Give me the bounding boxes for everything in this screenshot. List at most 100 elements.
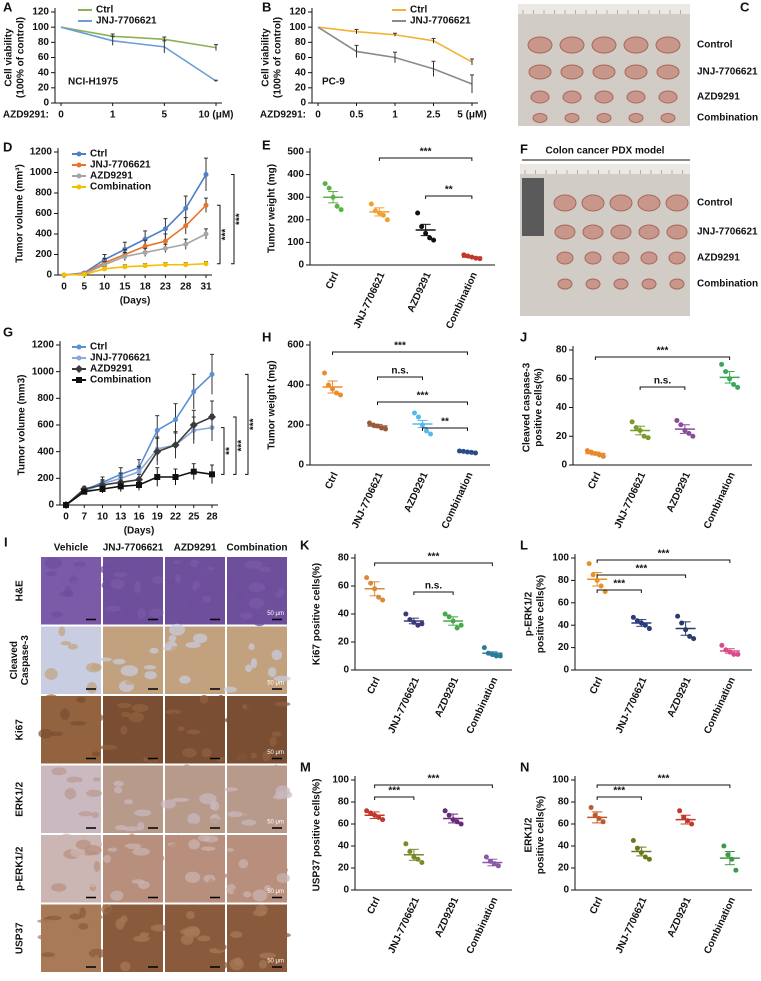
data-point bbox=[415, 856, 421, 862]
series-line bbox=[60, 26, 217, 49]
photo-label: JNJ-7706621 bbox=[697, 227, 758, 238]
y-axis-label: positive cells(%) bbox=[536, 796, 547, 874]
y-axis-label: positive cells(%) bbox=[536, 575, 547, 653]
x-tick-label: Combination bbox=[702, 676, 738, 736]
tumor bbox=[553, 194, 577, 212]
tissue bbox=[44, 781, 59, 792]
tissue bbox=[56, 845, 64, 856]
x-tick-label: 5 bbox=[162, 110, 168, 121]
data-point bbox=[679, 620, 685, 626]
data-point bbox=[326, 185, 332, 191]
y-tick-label: 20 bbox=[338, 863, 350, 874]
data-point bbox=[407, 849, 413, 854]
significance: *** bbox=[417, 391, 429, 402]
tissue bbox=[167, 578, 176, 586]
y-tick-label: 20 bbox=[38, 82, 50, 93]
tumor bbox=[655, 36, 681, 54]
tissue bbox=[257, 841, 267, 851]
tissue bbox=[110, 579, 125, 590]
data-point bbox=[588, 805, 594, 810]
tissue bbox=[69, 580, 85, 590]
tissue bbox=[60, 641, 72, 646]
tissue bbox=[90, 663, 101, 671]
tissue bbox=[179, 675, 191, 684]
y-tick-label: 20 bbox=[338, 637, 350, 648]
x-tick-label: 25 bbox=[188, 512, 200, 523]
tumor bbox=[562, 90, 582, 104]
x-tick-label: Ctrl bbox=[365, 896, 382, 916]
panel-letter: D bbox=[3, 139, 12, 154]
tissue bbox=[267, 667, 277, 678]
marker bbox=[81, 271, 87, 277]
tissue bbox=[120, 915, 128, 924]
tumor bbox=[612, 251, 630, 265]
tissue bbox=[252, 889, 268, 902]
marker bbox=[203, 261, 209, 267]
marker bbox=[209, 471, 215, 478]
tissue bbox=[49, 731, 63, 737]
x-tick-label: 0 bbox=[63, 512, 69, 523]
tissue bbox=[202, 868, 220, 875]
panel-letter: G bbox=[3, 324, 13, 339]
tissue bbox=[78, 811, 93, 817]
x-tick-label: 0 bbox=[315, 110, 321, 121]
data-point bbox=[645, 435, 651, 441]
tissue bbox=[184, 871, 201, 884]
row-label: p-ERK1/2 bbox=[15, 846, 26, 891]
tissue bbox=[168, 781, 183, 787]
tissue bbox=[93, 954, 100, 966]
panel-letter: E bbox=[262, 137, 271, 152]
y-tick-label: 0 bbox=[298, 260, 304, 271]
data-point bbox=[416, 414, 421, 420]
tissue bbox=[82, 795, 99, 804]
row-label: Ki67 bbox=[15, 719, 26, 741]
y-tick-label: 40 bbox=[556, 402, 568, 413]
scale-label: 50 μm bbox=[267, 681, 284, 687]
legend-label: JNJ-7706621 bbox=[96, 16, 157, 27]
tissue bbox=[134, 809, 152, 817]
tissue bbox=[128, 712, 145, 723]
marker bbox=[154, 427, 160, 433]
y-axis-label: USP37 positive cells(%) bbox=[312, 779, 323, 892]
tissue bbox=[258, 566, 273, 573]
tissue bbox=[134, 581, 142, 594]
bracket bbox=[217, 204, 221, 265]
legend-label: JNJ-7706621 bbox=[90, 353, 151, 364]
column-header: JNJ-7706621 bbox=[103, 543, 164, 554]
tumor bbox=[559, 36, 585, 54]
significance: *** bbox=[237, 440, 248, 452]
y-axis-label: Cell viability bbox=[4, 28, 15, 87]
tissue bbox=[53, 648, 64, 654]
y-tick-label: 400 bbox=[287, 169, 304, 180]
x-axis-label: (Days) bbox=[124, 526, 155, 537]
tumor bbox=[564, 113, 580, 123]
tumor bbox=[594, 90, 614, 104]
tissue bbox=[46, 915, 62, 921]
tissue bbox=[106, 704, 114, 714]
y-tick-label: 80 bbox=[38, 37, 50, 48]
y-axis-label: (100% of control) bbox=[273, 17, 284, 98]
tissue bbox=[107, 847, 118, 852]
tissue bbox=[43, 858, 60, 865]
tissue bbox=[132, 847, 151, 856]
tissue bbox=[122, 949, 134, 956]
tissue bbox=[80, 820, 87, 832]
y-tick-label: 80 bbox=[558, 797, 570, 808]
tissue bbox=[210, 665, 222, 676]
ruler bbox=[520, 164, 690, 174]
significance: *** bbox=[636, 564, 648, 575]
tissue bbox=[150, 924, 168, 932]
tissue bbox=[189, 926, 200, 936]
legend-label: AZD9291 bbox=[90, 364, 133, 375]
marker bbox=[189, 421, 198, 429]
tissue bbox=[83, 652, 91, 658]
bracket bbox=[233, 416, 237, 475]
clip bbox=[522, 178, 544, 236]
tissue bbox=[144, 945, 158, 955]
panel-letter: C bbox=[740, 0, 750, 14]
tissue bbox=[128, 833, 137, 844]
tissue bbox=[137, 608, 147, 619]
y-tick-label: 200 bbox=[287, 420, 304, 431]
tumor bbox=[641, 278, 657, 290]
legend-label: AZD9291 bbox=[90, 171, 133, 182]
